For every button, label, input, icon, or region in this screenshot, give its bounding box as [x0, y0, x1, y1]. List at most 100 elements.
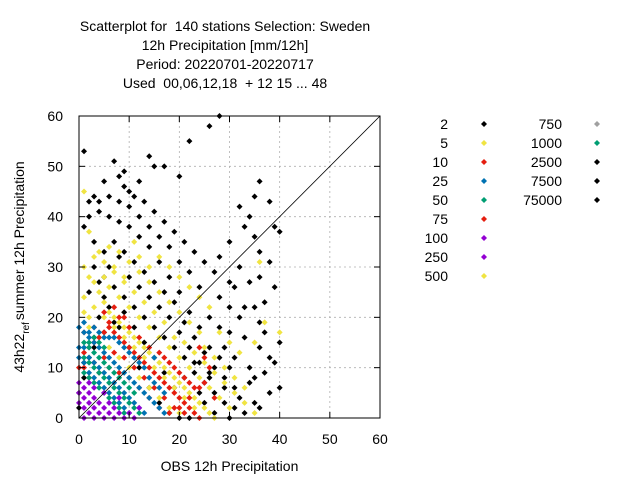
data-point [131, 354, 138, 361]
data-point [256, 178, 263, 185]
data-point [156, 359, 163, 366]
data-point [101, 329, 108, 336]
data-point [216, 294, 223, 301]
legend-label: 25 [432, 173, 448, 189]
legend-marker [594, 140, 600, 146]
data-point [201, 359, 208, 366]
data-point [171, 374, 178, 381]
data-point [146, 394, 153, 401]
data-point [176, 369, 183, 376]
chart-title-line-1: Scatterplot for 140 stations Selection: … [79, 18, 371, 34]
data-point [96, 339, 103, 346]
data-point [216, 253, 223, 260]
data-point [146, 279, 153, 286]
data-point [121, 294, 128, 301]
data-point [96, 334, 103, 341]
data-point [216, 394, 223, 401]
data-point [176, 289, 183, 296]
legend-label: 75 [432, 211, 448, 227]
data-point [116, 314, 123, 321]
data-point [101, 294, 108, 301]
data-point [201, 258, 208, 265]
data-point [111, 314, 118, 321]
data-point [166, 243, 173, 250]
data-point [151, 369, 158, 376]
data-point [101, 178, 108, 185]
data-point [151, 384, 158, 391]
data-point [161, 409, 168, 416]
data-point [86, 344, 93, 351]
data-point [91, 384, 98, 391]
data-point [101, 404, 108, 411]
data-point [116, 404, 123, 411]
data-point [136, 253, 143, 260]
legend-marker [594, 178, 600, 184]
data-point [201, 344, 208, 351]
data-point [201, 399, 208, 406]
chart-title-line-4: Used 00,06,12,18 + 12 15 ... 48 [122, 75, 328, 91]
data-point [151, 309, 158, 316]
y-axis-label-tail: ummer 12h Precipitation [11, 161, 27, 313]
data-point [106, 264, 113, 270]
data-point [111, 269, 118, 276]
data-point [186, 344, 193, 351]
data-point [96, 409, 103, 416]
data-point [91, 344, 98, 351]
legend-label: 50 [432, 192, 448, 208]
data-point [186, 394, 193, 401]
data-point [161, 334, 168, 341]
data-point [126, 329, 133, 336]
data-point [131, 364, 138, 371]
data-point [196, 284, 203, 291]
data-point [81, 319, 88, 326]
data-point [241, 223, 248, 230]
legend-marker [481, 273, 487, 279]
data-point [106, 193, 113, 200]
data-point [116, 394, 123, 401]
data-point [211, 389, 218, 396]
data-point [101, 384, 108, 391]
data-point [111, 158, 118, 165]
data-point [91, 253, 98, 260]
data-point [136, 269, 143, 276]
data-point [166, 344, 173, 351]
data-point [131, 193, 138, 200]
data-point [206, 384, 213, 391]
data-point [116, 198, 123, 205]
data-point [181, 384, 188, 391]
data-point [116, 218, 123, 225]
data-point [176, 173, 183, 180]
data-point [276, 228, 283, 235]
legend-label: 500 [425, 268, 449, 284]
data-point [86, 213, 93, 220]
data-point [256, 344, 263, 351]
data-point [171, 389, 178, 396]
data-point [196, 374, 203, 381]
data-point [196, 344, 203, 351]
data-point [156, 253, 163, 260]
data-point [161, 218, 168, 225]
data-point [111, 284, 118, 291]
data-point [81, 223, 88, 230]
data-point [146, 349, 153, 356]
data-point [131, 399, 138, 406]
legend-label: 1000 [531, 135, 562, 151]
data-point [156, 289, 163, 296]
x-tick-label: 50 [322, 431, 338, 447]
data-point [151, 208, 158, 215]
data-point [121, 339, 128, 346]
data-point [156, 304, 163, 311]
data-point [96, 329, 103, 336]
data-point [161, 394, 168, 401]
data-point [251, 409, 258, 416]
data-point [166, 299, 173, 306]
data-point [181, 399, 188, 406]
data-point [121, 404, 128, 411]
data-point [221, 374, 228, 381]
data-point [81, 354, 88, 361]
legend-marker [594, 159, 600, 165]
data-point [81, 359, 88, 366]
data-point [111, 399, 118, 406]
legend-label: 2500 [531, 154, 562, 170]
